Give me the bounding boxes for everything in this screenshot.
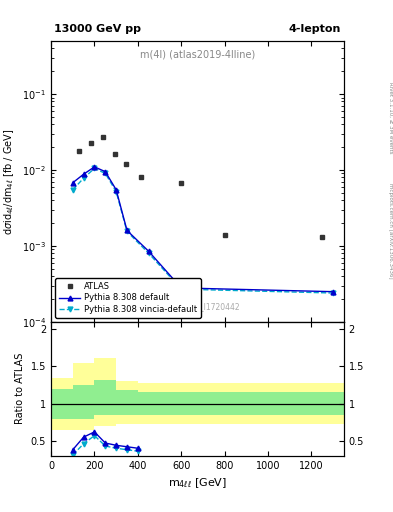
ATLAS (222, 232, 227, 238)
Pythia 8.308 vincia-default (70, 187, 75, 193)
Legend: ATLAS, Pythia 8.308 default, Pythia 8.308 vincia-default: ATLAS, Pythia 8.308 default, Pythia 8.30… (55, 278, 201, 318)
Text: 4-lepton: 4-lepton (288, 24, 341, 34)
Pythia 8.308 vincia-default (81, 175, 86, 181)
Pythia 8.308 vincia-default (125, 228, 129, 234)
Pythia 8.308 vincia-default (103, 170, 108, 177)
Pythia 8.308 vincia-default (331, 290, 335, 296)
Pythia 8.308 vincia-default (92, 165, 97, 172)
Pythia 8.308 default (331, 289, 335, 295)
Text: mcplots.cern.ch [arXiv:1306.3436]: mcplots.cern.ch [arXiv:1306.3436] (388, 183, 393, 278)
Text: ATLAS_2019_I1720442: ATLAS_2019_I1720442 (154, 302, 241, 311)
Pythia 8.308 default (146, 248, 151, 254)
Line: Pythia 8.308 vincia-default: Pythia 8.308 vincia-default (70, 166, 336, 295)
Text: m(4l) (atlas2019-4lline): m(4l) (atlas2019-4lline) (140, 49, 255, 59)
Text: 13000 GeV pp: 13000 GeV pp (54, 24, 141, 34)
ATLAS (89, 139, 94, 145)
Pythia 8.308 default (125, 227, 129, 233)
ATLAS (179, 180, 184, 186)
Line: ATLAS: ATLAS (77, 135, 325, 240)
ATLAS (113, 152, 118, 158)
Pythia 8.308 default (81, 171, 86, 177)
Text: Rivet 3.1.10, ≥ 3M events: Rivet 3.1.10, ≥ 3M events (388, 82, 393, 154)
ATLAS (139, 174, 143, 180)
ATLAS (77, 147, 82, 154)
Pythia 8.308 default (103, 168, 108, 175)
Pythia 8.308 default (179, 285, 184, 291)
Pythia 8.308 default (114, 187, 119, 193)
Pythia 8.308 default (70, 180, 75, 186)
ATLAS (101, 134, 105, 140)
Line: Pythia 8.308 default: Pythia 8.308 default (70, 164, 336, 294)
Y-axis label: d$\sigma$id$_{4\ell}$/dm$_{4\ell}$ [fb / GeV]: d$\sigma$id$_{4\ell}$/dm$_{4\ell}$ [fb /… (3, 128, 17, 235)
Pythia 8.308 vincia-default (179, 286, 184, 292)
Pythia 8.308 vincia-default (114, 188, 119, 195)
Pythia 8.308 vincia-default (146, 250, 151, 257)
ATLAS (320, 234, 325, 240)
Y-axis label: Ratio to ATLAS: Ratio to ATLAS (15, 353, 25, 424)
Pythia 8.308 default (92, 164, 97, 170)
ATLAS (123, 161, 128, 167)
X-axis label: m$_{4\ell\ell}$ [GeV]: m$_{4\ell\ell}$ [GeV] (168, 476, 227, 490)
